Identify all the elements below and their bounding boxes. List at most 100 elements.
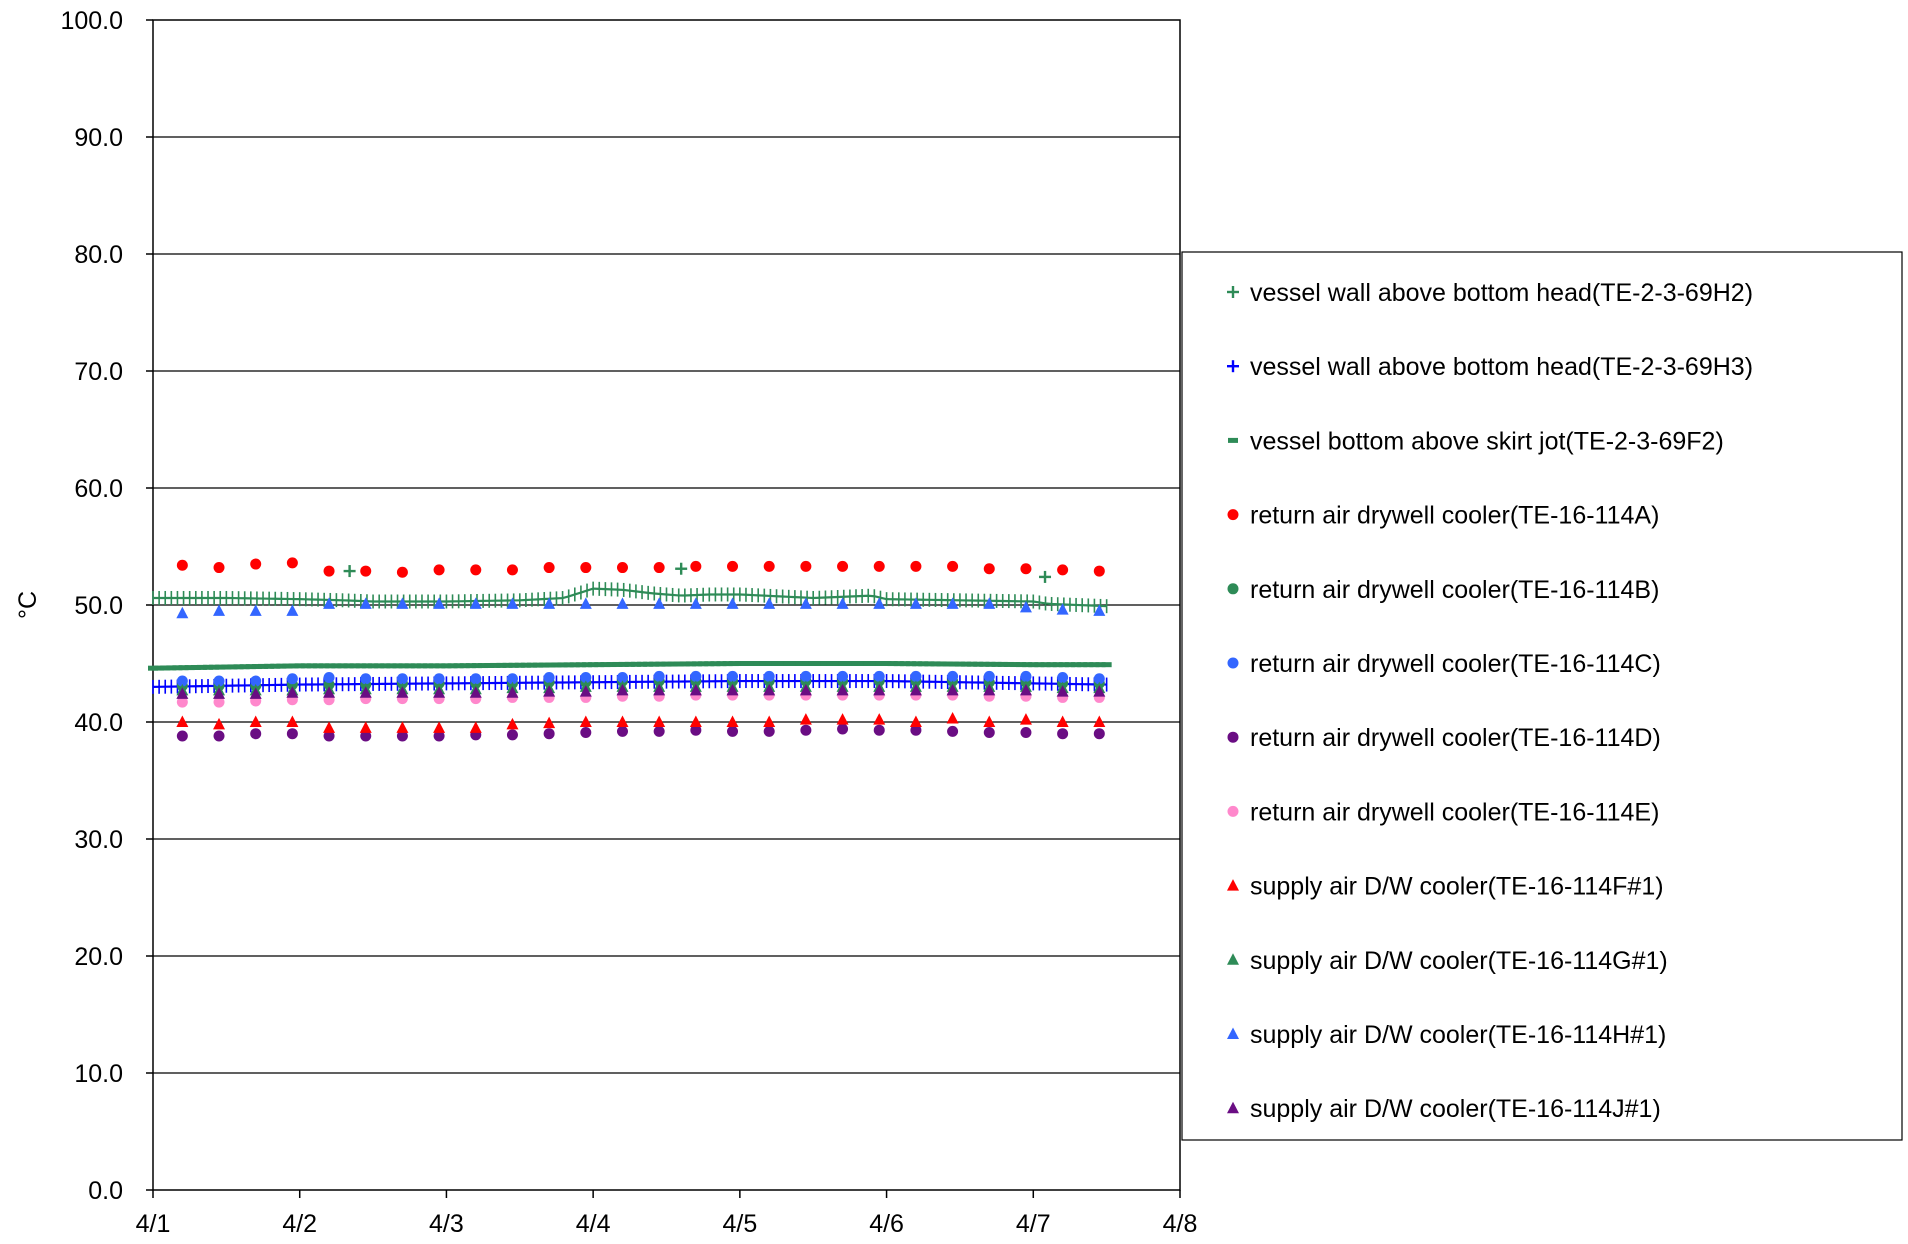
data-point — [1077, 662, 1088, 668]
data-point — [1022, 662, 1033, 668]
data-point — [653, 683, 666, 696]
y-tick-label: 40.0 — [74, 709, 123, 737]
data-point — [690, 560, 702, 572]
legend-label: supply air D/W cooler(TE-16-114J#1) — [1250, 1095, 1661, 1123]
data-point — [306, 663, 317, 669]
data-point — [323, 686, 336, 698]
legend-item: vessel wall above bottom head(TE-2-3-69H… — [1227, 353, 1753, 381]
data-point — [909, 715, 922, 727]
data-point — [545, 662, 556, 668]
data-point — [973, 661, 984, 667]
data-point — [294, 663, 305, 669]
data-point — [800, 560, 812, 572]
data-point — [653, 725, 665, 737]
legend-label: return air drywell cooler(TE-16-114B) — [1250, 576, 1659, 604]
data-point — [543, 716, 556, 729]
data-point — [1227, 805, 1239, 817]
data-point — [673, 661, 684, 667]
data-point — [826, 661, 837, 666]
data-point — [1093, 565, 1105, 577]
data-point — [726, 597, 739, 609]
data-point — [1227, 286, 1239, 298]
data-point — [1056, 685, 1069, 697]
data-point — [1227, 879, 1239, 891]
data-point — [227, 664, 238, 670]
data-point — [469, 597, 482, 609]
data-point — [286, 604, 299, 616]
data-point — [313, 663, 324, 669]
y-tick-label: 30.0 — [74, 826, 123, 854]
data-point — [727, 725, 739, 737]
data-point — [857, 661, 868, 666]
data-point — [802, 661, 813, 666]
data-point — [873, 670, 885, 682]
data-point — [800, 724, 812, 736]
data-point — [506, 686, 519, 698]
data-point — [726, 683, 739, 696]
data-point — [543, 728, 555, 740]
data-point — [221, 664, 232, 670]
data-point — [1093, 728, 1105, 740]
data-point — [930, 661, 941, 667]
data-point — [689, 683, 702, 696]
data-point — [453, 663, 464, 669]
legend-box — [1181, 251, 1903, 1141]
data-point — [396, 597, 409, 609]
data-point — [459, 663, 470, 669]
y-axis-title: °C — [14, 591, 42, 619]
series — [176, 689, 1105, 708]
data-point — [288, 663, 299, 669]
data-point — [948, 661, 959, 667]
data-point — [836, 683, 849, 696]
data-point — [178, 665, 189, 671]
data-point — [251, 664, 262, 670]
data-point — [359, 597, 372, 609]
data-point — [249, 604, 262, 616]
legend-item: return air drywell cooler(TE-16-114D) — [1227, 724, 1661, 752]
data-point — [675, 562, 688, 575]
data-point — [873, 713, 886, 725]
data-point — [203, 664, 214, 670]
data-point — [946, 597, 959, 609]
data-point — [286, 728, 298, 740]
data-point — [887, 661, 898, 667]
legend-label: supply air D/W cooler(TE-16-114F#1) — [1250, 873, 1664, 901]
data-point — [1083, 662, 1094, 668]
data-point — [653, 562, 665, 574]
data-point — [906, 661, 917, 667]
data-point — [579, 715, 592, 727]
data-point — [777, 661, 788, 666]
data-point — [469, 686, 482, 698]
data-point — [1058, 662, 1069, 668]
legend-item: supply air D/W cooler(TE-16-114H#1) — [1227, 1021, 1666, 1049]
data-point — [616, 562, 628, 574]
data-point — [506, 597, 519, 609]
data-point — [689, 597, 702, 609]
data-point — [763, 715, 776, 727]
data-point — [470, 673, 482, 685]
data-point — [1227, 360, 1239, 373]
data-point — [276, 663, 287, 669]
data-point — [478, 663, 489, 669]
data-point — [471, 663, 482, 669]
data-point — [250, 728, 262, 740]
x-axis: 4/1 4/2 4/3 4/4 4/5 4/6 4/7 4/8 — [136, 1190, 1197, 1238]
data-point — [727, 670, 739, 682]
data-point — [506, 673, 518, 685]
data-point — [954, 661, 965, 667]
data-point — [396, 686, 409, 698]
data-point — [176, 687, 189, 699]
data-point — [783, 661, 794, 666]
data-point — [893, 661, 904, 667]
data-point — [1057, 728, 1069, 740]
data-point — [575, 662, 586, 668]
data-point — [396, 566, 408, 578]
data-point — [1227, 1101, 1239, 1114]
data-point — [653, 597, 666, 609]
data-point — [947, 725, 959, 737]
data-point — [508, 662, 519, 668]
data-point — [1056, 603, 1069, 615]
data-point — [983, 670, 995, 682]
data-point — [359, 686, 372, 698]
data-point — [361, 663, 372, 669]
